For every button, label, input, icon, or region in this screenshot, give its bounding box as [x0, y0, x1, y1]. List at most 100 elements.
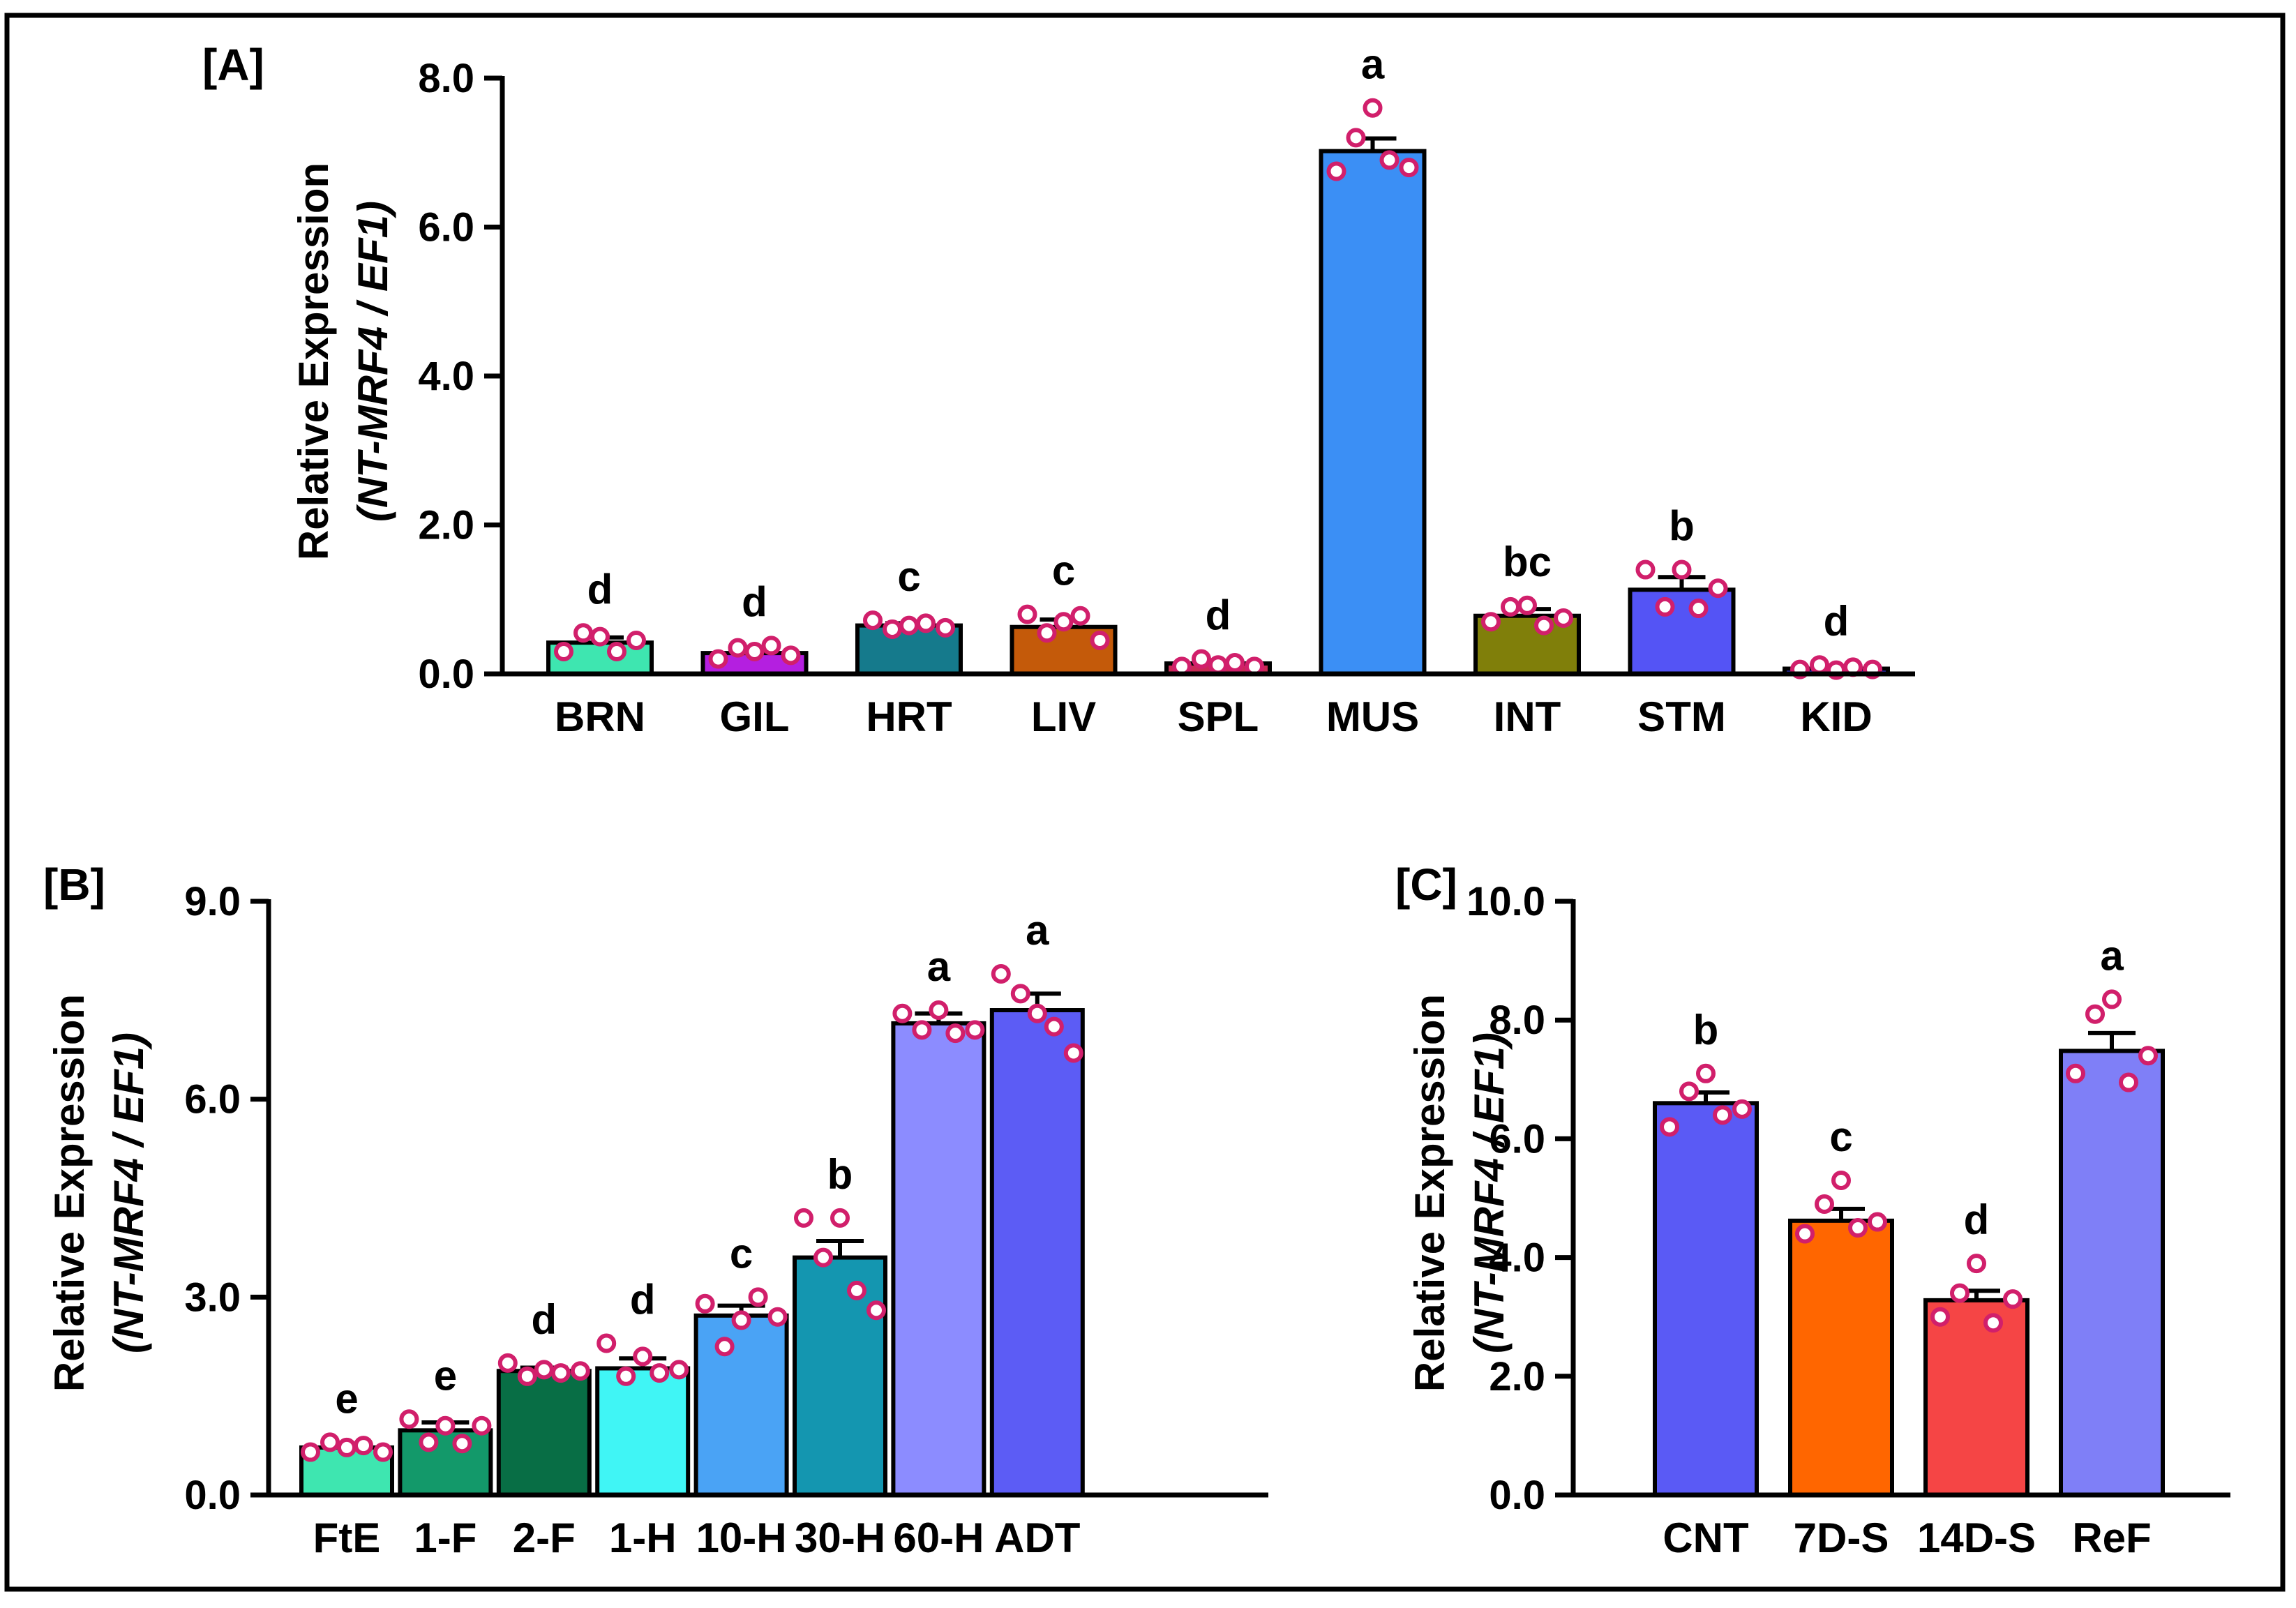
- panel-b-sig-1h: d: [630, 1277, 656, 1323]
- panel-b-point-1h: [633, 1346, 653, 1367]
- panel-b-point-fte: [320, 1432, 340, 1452]
- panel-c-point-14ds: [1983, 1313, 2003, 1333]
- panel-b-point-2f: [550, 1363, 571, 1383]
- panel-b-bar-30h: [793, 1255, 887, 1497]
- panel-a-point-liv: [1037, 623, 1057, 643]
- panel-c-label: [C]: [1395, 859, 1457, 910]
- panel-a-point-liv: [1053, 612, 1074, 632]
- panel-b-point-30h: [866, 1300, 886, 1321]
- panel-b-sig-60h: a: [927, 943, 951, 990]
- panel-b-point-1h: [650, 1363, 670, 1383]
- panel-b-sig-adt: a: [1026, 907, 1049, 954]
- panel-a-point-liv: [1090, 630, 1110, 650]
- panel-c-sig-ref: a: [2100, 932, 2124, 979]
- panel-a-point-gil: [708, 649, 728, 669]
- panel-b-bar-2f: [496, 1369, 592, 1498]
- panel-b-point-2f: [497, 1353, 518, 1373]
- panel-c-point-ref: [2085, 1004, 2105, 1024]
- panel-b-sig-fte: e: [335, 1375, 358, 1422]
- panel-c-bar-cnt: [1653, 1101, 1759, 1497]
- panel-a-ytick-label: 0.0: [418, 652, 474, 697]
- panel-a-point-int: [1481, 612, 1501, 632]
- panel-a-category-spl: SPL: [1178, 693, 1259, 740]
- panel-a-point-gil: [744, 641, 765, 661]
- panel-a-category-stm: STM: [1637, 693, 1726, 740]
- panel-a-sig-mus: a: [1361, 41, 1385, 88]
- panel-a-point-brn: [590, 626, 610, 647]
- panel-b-point-60h: [912, 1020, 932, 1040]
- panel-b-point-1f: [452, 1434, 472, 1454]
- panel-b-point-30h: [830, 1208, 850, 1228]
- panel-b-point-60h: [892, 1003, 913, 1023]
- panel-a-point-gil: [728, 638, 748, 658]
- panel-b-bar-adt: [989, 1008, 1085, 1498]
- panel-a-point-int: [1534, 615, 1554, 636]
- panel-a-plot: d BRN d GIL c HRT c LIV d SPL a MUS bc INT b STM d KID 0.0…: [418, 41, 1915, 740]
- panel-a-ylabel-line1: Relative Expression: [290, 163, 337, 560]
- panel-a-category-brn: BRN: [555, 693, 645, 740]
- panel-b-sig-1f: e: [434, 1352, 457, 1399]
- panel-a-point-int: [1554, 608, 1573, 628]
- outer-border: [4, 13, 2286, 1592]
- panel-a-sig-kid: d: [1824, 598, 1849, 645]
- panel-c-point-ref: [2138, 1046, 2158, 1066]
- panel-b-point-fte: [337, 1437, 357, 1457]
- panel-b-point-1h: [616, 1366, 636, 1386]
- panel-a-point-stm: [1655, 596, 1675, 617]
- panel-b-point-fte: [301, 1442, 320, 1462]
- panel-b-ytick-label: 6.0: [184, 1077, 241, 1122]
- panel-c-bar-7ds: [1788, 1218, 1894, 1497]
- panel-a-point-stm: [1708, 578, 1728, 599]
- panel-c: [C] Relative Expression (NT-MRF4 / EF1) …: [1395, 859, 2230, 1561]
- panel-b-category-fte: FtE: [313, 1515, 381, 1561]
- panel-b-bar-1f: [398, 1428, 493, 1497]
- panel-a-point-spl: [1225, 652, 1245, 672]
- panel-c-point-ref: [2119, 1072, 2138, 1092]
- panel-b-point-2f: [570, 1361, 590, 1381]
- panel-c-point-7ds: [1815, 1194, 1834, 1215]
- panel-b-point-30h: [813, 1247, 833, 1268]
- panel-b-bar-10h: [693, 1313, 789, 1497]
- panel-c-plot: b CNT c 7D-S d 14D-S a ReF 0.0 2.0 4.0 6.0 8.0 10.0: [1466, 879, 2230, 1561]
- panel-a-point-liv: [1017, 604, 1037, 624]
- panel-c-point-ref: [2066, 1063, 2085, 1083]
- panel-a-point-brn: [607, 641, 626, 661]
- panel-c-sig-cnt: b: [1693, 1007, 1719, 1053]
- panel-a-point-liv: [1070, 606, 1090, 626]
- panel-b-point-10h: [767, 1307, 788, 1327]
- panel-b-sig-2f: d: [531, 1296, 557, 1343]
- panel-a-point-hrt: [899, 615, 919, 636]
- panel-c-bar-14ds: [1923, 1298, 2029, 1497]
- panel-a-point-stm: [1672, 559, 1692, 580]
- panel-b-point-2f: [517, 1366, 537, 1386]
- panel-b-category-1h: 1-H: [609, 1515, 677, 1561]
- panel-c-category-cnt: CNT: [1663, 1515, 1748, 1561]
- panel-a-ytick-label: 2.0: [418, 503, 474, 548]
- panel-c-point-7ds: [1848, 1218, 1868, 1238]
- panel-a-ytick-label: 6.0: [418, 205, 474, 250]
- panel-b-point-30h: [847, 1280, 866, 1300]
- panel-a: [A] Relative Expression (NT-MRF4 / EF1) …: [202, 40, 1915, 740]
- panel-a-point-hrt: [916, 613, 936, 633]
- panel-c-ytick-label: 8.0: [1489, 998, 1545, 1043]
- panel-a-point-gil: [761, 636, 781, 656]
- panel-b-category-adt: ADT: [994, 1515, 1080, 1561]
- panel-a-sig-brn: d: [587, 566, 613, 613]
- panel-c-point-14ds: [2003, 1289, 2023, 1309]
- panel-b-sig-30h: b: [827, 1151, 853, 1198]
- panel-b-point-60h: [945, 1023, 966, 1044]
- panel-b-label: [B]: [43, 859, 105, 910]
- panel-b-point-1f: [419, 1432, 439, 1452]
- panel-a-point-hrt: [883, 619, 902, 639]
- panel-b-sig-10h: c: [730, 1230, 753, 1277]
- panel-b-point-10h: [695, 1293, 715, 1314]
- panel-c-ytick-label: 2.0: [1489, 1354, 1545, 1399]
- panel-a-category-kid: KID: [1800, 693, 1872, 740]
- panel-b-category-60h: 60-H: [893, 1515, 984, 1561]
- panel-c-point-14ds: [1950, 1283, 1969, 1303]
- panel-b-point-adt: [991, 964, 1011, 984]
- panel-b-point-60h: [929, 1000, 949, 1021]
- panel-b-point-adt: [1063, 1043, 1083, 1063]
